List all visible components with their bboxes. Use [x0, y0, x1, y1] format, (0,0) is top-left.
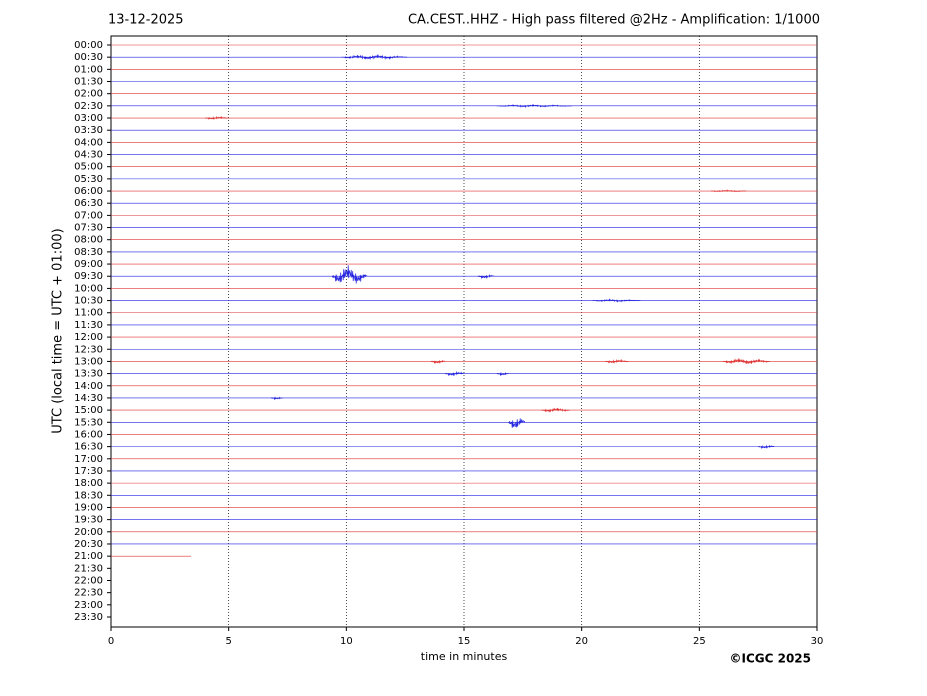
y-tick-label: 07:00 [74, 210, 103, 221]
x-tick-label: 10 [340, 636, 353, 647]
y-tick-label: 05:30 [74, 174, 103, 185]
y-tick-label: 12:30 [74, 344, 103, 355]
y-tick-label: 10:30 [74, 296, 103, 307]
y-tick-label: 06:00 [74, 186, 103, 197]
event-trace [477, 273, 495, 280]
event-trace [444, 370, 464, 377]
event-trace [592, 298, 641, 303]
event-trace [341, 54, 408, 60]
y-tick-label: 04:30 [74, 150, 103, 161]
chart-title: CA.CEST..HHZ - High pass filtered @2Hz -… [408, 13, 820, 28]
x-tick-label: 0 [108, 636, 114, 647]
x-axis-label: time in minutes [421, 650, 508, 663]
y-tick-label: 20:30 [74, 539, 103, 550]
y-tick-label: 19:00 [74, 502, 103, 513]
y-tick-label: 06:30 [74, 198, 103, 209]
y-tick-label: 04:00 [74, 137, 103, 148]
y-tick-label: 15:00 [74, 405, 103, 416]
y-tick-label: 07:30 [74, 223, 103, 234]
y-tick-label: 16:30 [74, 442, 103, 453]
y-tick-label: 19:30 [74, 515, 103, 526]
x-tick-label: 15 [458, 636, 471, 647]
event-trace [331, 265, 368, 284]
y-tick-label: 00:00 [74, 40, 103, 51]
date: 13-12-2025 [108, 13, 184, 28]
event-trace [270, 396, 283, 401]
y-tick-label: 14:00 [74, 381, 103, 392]
y-tick-label: 03:30 [74, 125, 103, 136]
plot-frame [110, 35, 818, 628]
event-trace [496, 371, 509, 377]
y-tick-label: 00:30 [74, 52, 103, 63]
y-tick-label: 09:00 [74, 259, 103, 270]
y-tick-label: 05:00 [74, 162, 103, 173]
event-trace [604, 358, 629, 364]
y-tick-label: 01:30 [74, 77, 103, 88]
event-trace [710, 189, 747, 193]
y-tick-label: 22:00 [74, 575, 103, 586]
y-tick-label: 08:30 [74, 247, 103, 258]
y-tick-label: 21:30 [74, 563, 103, 574]
y-tick-label: 23:00 [74, 600, 103, 611]
y-tick-label: 03:00 [74, 113, 103, 124]
y-tick-label: 17:00 [74, 454, 103, 465]
y-tick-label: 14:30 [74, 393, 103, 404]
event-trace [205, 115, 229, 120]
copyright: ©ICGC 2025 [729, 652, 811, 666]
x-tick-label: 25 [693, 636, 706, 647]
event-trace [496, 103, 572, 108]
y-tick-label: 15:30 [74, 417, 103, 428]
y-tick-label: 17:30 [74, 466, 103, 477]
y-tick-label: 01:00 [74, 64, 103, 75]
y-tick-label: 18:30 [74, 490, 103, 501]
event-trace [722, 358, 770, 365]
y-tick-label: 02:30 [74, 101, 103, 112]
y-tick-label: 16:00 [74, 429, 103, 440]
y-tick-label: 09:30 [74, 271, 103, 282]
x-tick-label: 30 [811, 636, 824, 647]
x-tick-label: 20 [575, 636, 588, 647]
y-tick-label: 20:00 [74, 527, 103, 538]
x-tick-label: 5 [225, 636, 231, 647]
y-tick-label: 23:30 [74, 612, 103, 623]
y-tick-label: 13:00 [74, 356, 103, 367]
y-axis-label: UTC (local time = UTC + 01:00) [51, 228, 66, 433]
y-tick-label: 10:00 [74, 283, 103, 294]
event-trace [757, 444, 775, 450]
y-tick-label: 13:30 [74, 369, 103, 380]
y-tick-label: 11:00 [74, 308, 103, 319]
y-tick-label: 21:00 [74, 551, 103, 562]
y-tick-label: 12:00 [74, 332, 103, 343]
y-tick-label: 02:00 [74, 89, 103, 100]
y-tick-label: 22:30 [74, 588, 103, 599]
y-tick-label: 08:00 [74, 235, 103, 246]
y-tick-label: 18:00 [74, 478, 103, 489]
event-trace [541, 407, 570, 413]
event-trace [430, 359, 446, 364]
event-trace [508, 418, 526, 428]
y-tick-label: 11:30 [74, 320, 103, 331]
